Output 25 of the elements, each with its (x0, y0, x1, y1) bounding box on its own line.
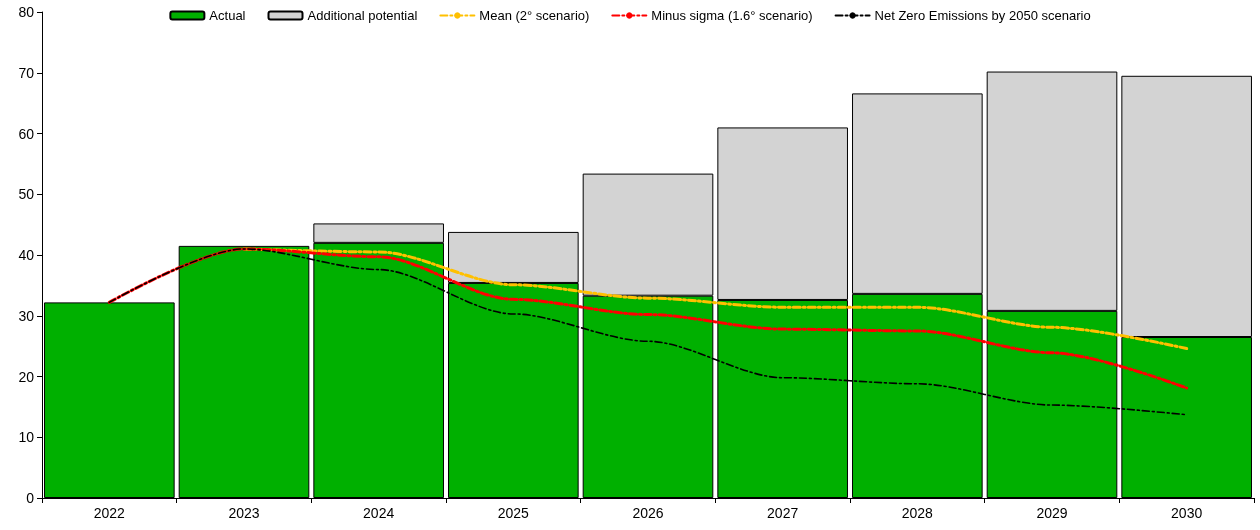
y-tick-label: 60 (18, 125, 35, 142)
x-tick-label: 2027 (767, 505, 799, 521)
line-series (242, 247, 1189, 351)
x-tick-label: 2030 (1171, 505, 1203, 521)
y-tick-label: 20 (18, 368, 35, 385)
x-tick-label: 2023 (228, 505, 260, 521)
x-tick-label: 2029 (1036, 505, 1068, 521)
line-series (107, 247, 1189, 390)
y-tick-label: 50 (18, 186, 35, 203)
y-tick-label: 30 (18, 307, 35, 324)
x-tick-label: 2022 (93, 505, 126, 521)
x-tick-label: 2028 (901, 505, 934, 521)
y-tick-label: 40 (18, 247, 35, 263)
y-tick-label: 80 (18, 4, 35, 20)
y-tick-label: 10 (18, 429, 35, 446)
x-tick-label: 2025 (497, 505, 530, 521)
legend-label: Minus sigma (1.6° scenario) (651, 8, 813, 23)
x-tick-label: 2026 (632, 505, 664, 521)
legend-label: Additional potential (307, 8, 418, 23)
y-tick-label: 70 (18, 64, 35, 81)
legend-label: Mean (2° scenario) (479, 8, 590, 23)
legend-label: Actual (209, 8, 246, 23)
y-tick-label: 0 (26, 490, 35, 506)
legend-label: Net Zero Emissions by 2050 scenario (874, 8, 1091, 23)
x-tick-label: 2024 (363, 505, 395, 521)
